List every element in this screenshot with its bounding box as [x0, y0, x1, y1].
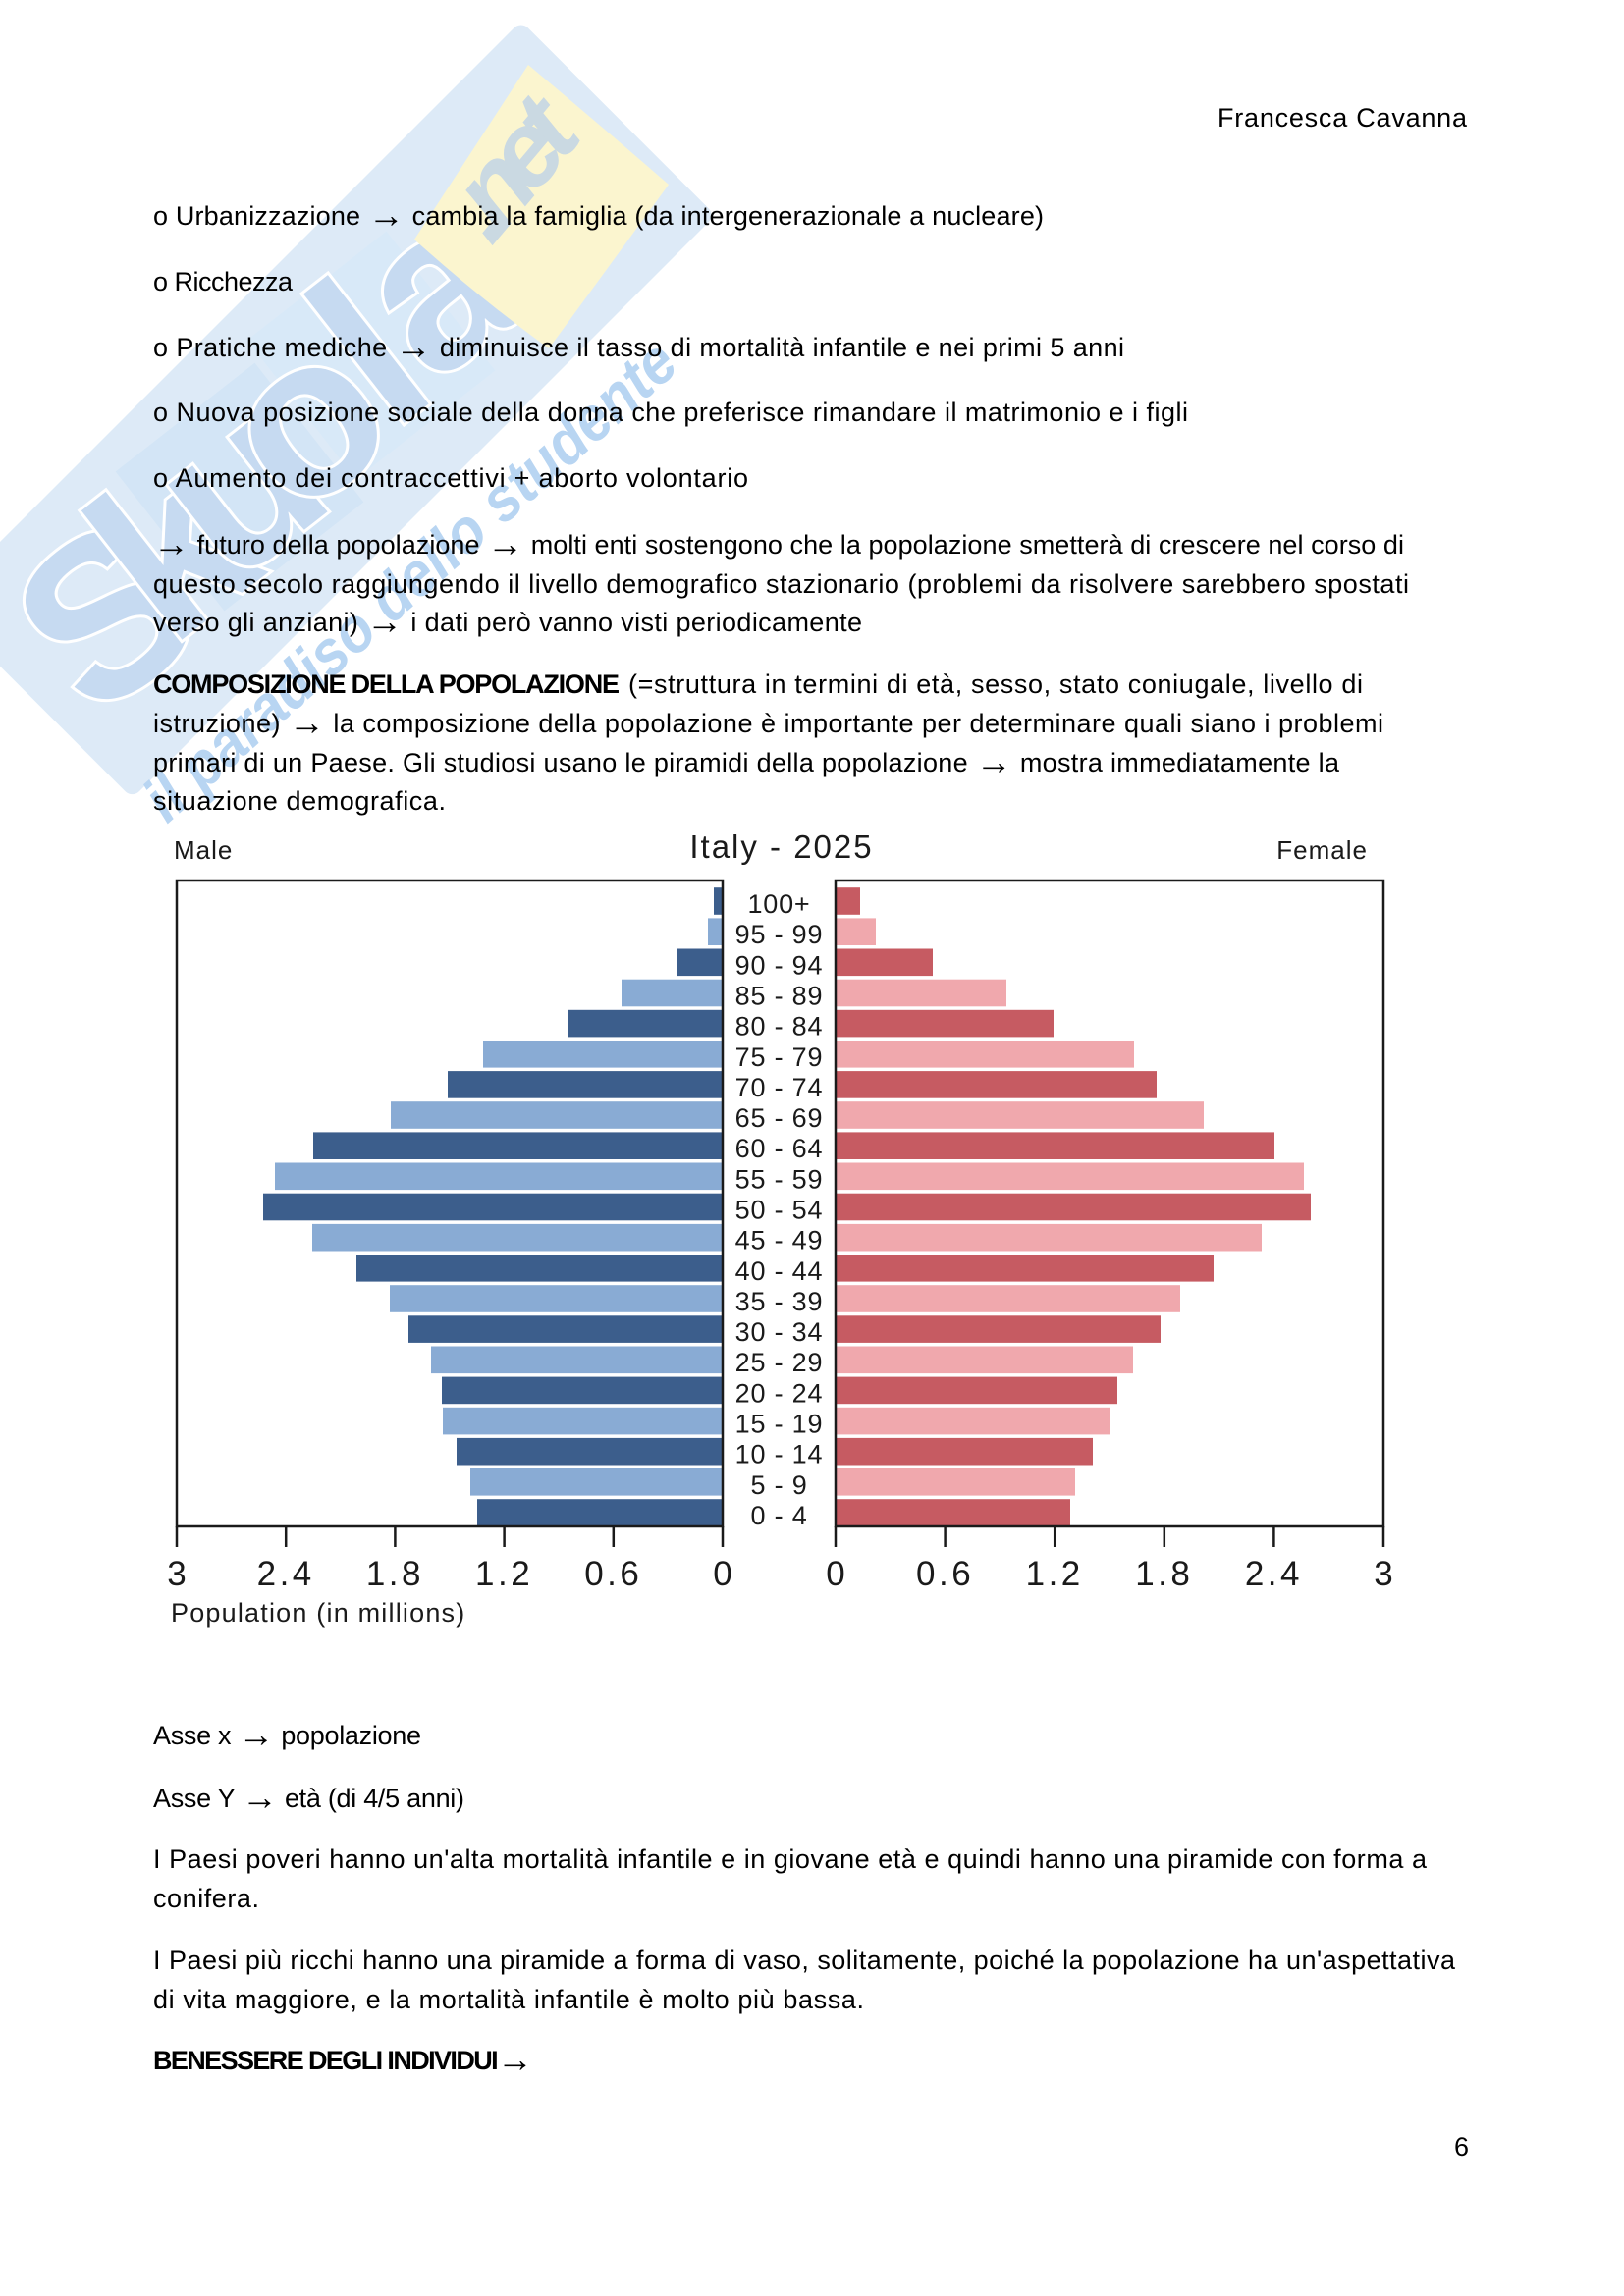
svg-text:o Nuova posizione sociale dell: o Nuova posizione sociale della donna ch… [153, 398, 1188, 427]
svg-text:30 - 34: 30 - 34 [735, 1317, 824, 1347]
svg-text:conifera.: conifera. [153, 1884, 259, 1913]
svg-text:2.4: 2.4 [257, 1555, 315, 1593]
svg-text:(=struttura in termini di età,: (=struttura in termini di età, sesso, st… [628, 669, 1363, 699]
svg-text:Population (in millions): Population (in millions) [171, 1598, 465, 1628]
svg-text:Asse x → popolazione: Asse x → popolazione [153, 1715, 421, 1755]
svg-text:90 - 94: 90 - 94 [735, 950, 824, 980]
svg-text:0.6: 0.6 [584, 1555, 642, 1593]
svg-text:→ futuro della popolazione → m: → futuro della popolazione → molti enti … [153, 524, 1404, 564]
svg-text:0.6: 0.6 [916, 1555, 974, 1593]
svg-text:5 - 9: 5 - 9 [750, 1470, 807, 1500]
svg-text:questo secolo raggiungendo il: questo secolo raggiungendo il livello de… [153, 569, 1409, 599]
svg-text:0: 0 [826, 1555, 844, 1593]
svg-text:o Aumento dei contraccettivi +: o Aumento dei contraccettivi + aborto vo… [153, 463, 748, 493]
svg-text:6: 6 [1454, 2132, 1469, 2162]
svg-text:75 - 79: 75 - 79 [735, 1042, 824, 1072]
svg-text:40 - 44: 40 - 44 [735, 1256, 824, 1286]
svg-text:20 - 24: 20 - 24 [735, 1378, 824, 1408]
svg-text:2.4: 2.4 [1245, 1555, 1303, 1593]
svg-text:di vita maggiore, e la mortali: di vita maggiore, e la mortalità infanti… [153, 1985, 864, 2014]
svg-text:70 - 74: 70 - 74 [735, 1073, 824, 1102]
svg-text:0: 0 [713, 1555, 731, 1593]
svg-text:3: 3 [1374, 1555, 1392, 1593]
svg-text:I Paesi più ricchi hanno una p: I Paesi più ricchi hanno una piramide a … [153, 1946, 1456, 1975]
svg-text:65 - 69: 65 - 69 [735, 1103, 824, 1133]
svg-text:verso gli anziani) → i dati pe: verso gli anziani) → i dati però vanno v… [153, 602, 862, 642]
svg-text:o Urbanizzazione → cambia la f: o Urbanizzazione → cambia la famiglia (d… [153, 195, 1044, 236]
svg-text:35 - 39: 35 - 39 [735, 1287, 824, 1316]
svg-text:situazione demografica.: situazione demografica. [153, 786, 446, 816]
svg-text:15 - 19: 15 - 19 [735, 1410, 824, 1439]
svg-text:0 - 4: 0 - 4 [750, 1501, 807, 1530]
svg-text:I Paesi poveri hanno un'alta m: I Paesi poveri hanno un'alta mortalità i… [153, 1844, 1428, 1874]
svg-text:Female: Female [1276, 835, 1368, 865]
svg-text:1.8: 1.8 [1135, 1555, 1193, 1593]
svg-text:80 - 84: 80 - 84 [735, 1012, 824, 1041]
svg-text:1.8: 1.8 [366, 1555, 424, 1593]
svg-text:Francesca Cavanna: Francesca Cavanna [1218, 103, 1468, 133]
svg-text:istruzione) → la composizione: istruzione) → la composizione della popo… [153, 703, 1383, 743]
svg-text:1.2: 1.2 [1026, 1555, 1084, 1593]
svg-text:Asse Y → età (di 4/5 anni): Asse Y → età (di 4/5 anni) [153, 1778, 464, 1818]
svg-text:o Ricchezza: o Ricchezza [153, 267, 294, 296]
svg-text:45 - 49: 45 - 49 [735, 1226, 824, 1255]
svg-text:BENESSERE DEGLI INDIVIDUI→: BENESSERE DEGLI INDIVIDUI→ [153, 2040, 533, 2080]
svg-text:Male: Male [174, 835, 233, 865]
svg-text:60 - 64: 60 - 64 [735, 1134, 824, 1163]
svg-text:10 - 14: 10 - 14 [735, 1440, 824, 1469]
svg-text:25 - 29: 25 - 29 [735, 1348, 824, 1377]
svg-text:85 - 89: 85 - 89 [735, 982, 824, 1011]
svg-text:primari di un Paese. Gli studi: primari di un Paese. Gli studiosi usano … [153, 742, 1340, 782]
svg-text:95 - 99: 95 - 99 [735, 920, 824, 949]
svg-text:55 - 59: 55 - 59 [735, 1164, 824, 1194]
svg-text:COMPOSIZIONE DELLA POPOLAZIONE: COMPOSIZIONE DELLA POPOLAZIONE [153, 669, 620, 699]
svg-text:3: 3 [167, 1555, 186, 1593]
svg-text:o Pratiche mediche → diminuisc: o Pratiche mediche → diminuisce il tasso… [153, 327, 1124, 367]
svg-text:50 - 54: 50 - 54 [735, 1196, 824, 1225]
svg-text:100+: 100+ [747, 889, 810, 919]
svg-text:1.2: 1.2 [475, 1555, 533, 1593]
svg-text:Italy - 2025: Italy - 2025 [689, 828, 873, 865]
